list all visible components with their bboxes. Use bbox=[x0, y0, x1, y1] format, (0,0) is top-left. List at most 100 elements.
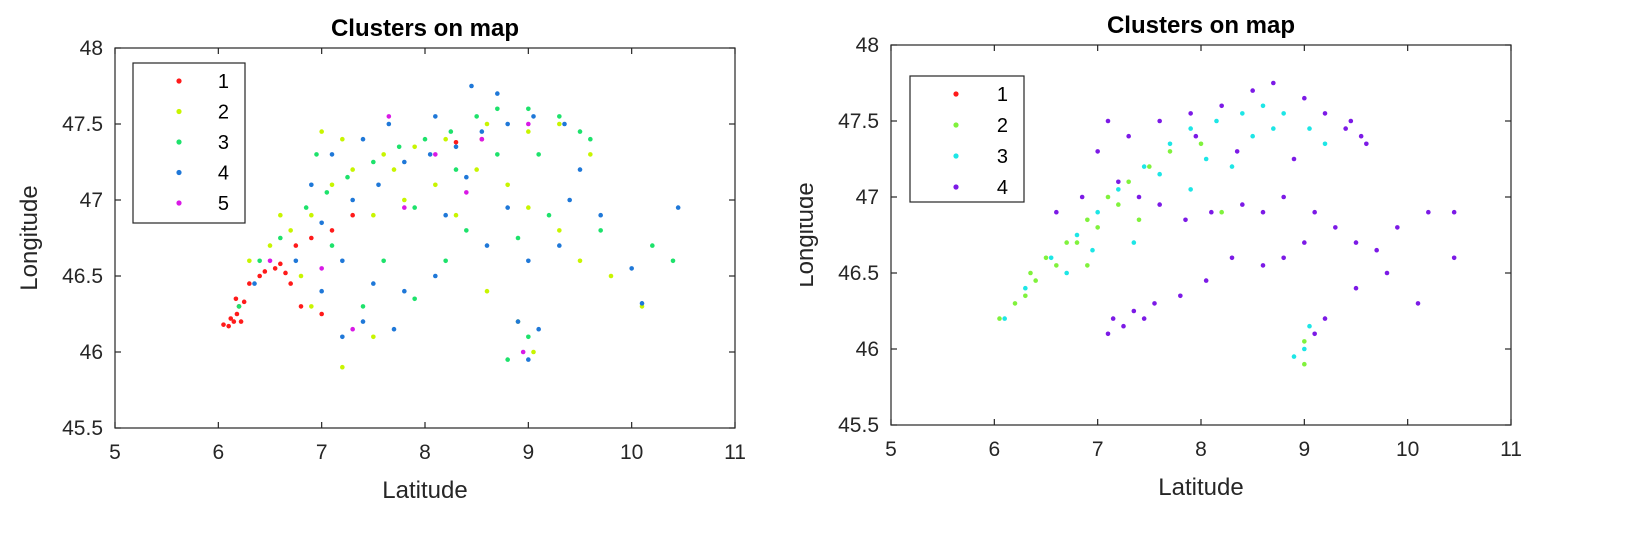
data-point bbox=[1302, 339, 1307, 344]
data-point bbox=[1260, 103, 1266, 109]
data-point bbox=[309, 235, 314, 241]
data-point bbox=[474, 114, 479, 119]
data-point bbox=[1116, 187, 1121, 192]
data-point bbox=[1219, 103, 1224, 109]
data-point bbox=[629, 266, 634, 271]
data-point bbox=[1302, 95, 1307, 101]
data-point bbox=[1188, 187, 1193, 192]
data-point bbox=[526, 258, 531, 264]
data-point bbox=[1203, 278, 1209, 283]
legend-marker-5 bbox=[176, 200, 182, 206]
legend-label-2: 2 bbox=[218, 102, 229, 124]
data-point bbox=[267, 258, 273, 264]
data-point bbox=[371, 281, 376, 286]
data-point bbox=[526, 357, 531, 362]
data-point bbox=[1074, 232, 1080, 238]
data-point bbox=[309, 304, 314, 309]
data-point bbox=[293, 258, 299, 264]
data-point bbox=[1141, 164, 1147, 169]
data-point bbox=[1105, 118, 1111, 124]
data-point bbox=[1348, 118, 1354, 124]
data-point bbox=[1152, 301, 1157, 306]
legend-marker-4 bbox=[953, 184, 959, 190]
data-point bbox=[526, 121, 531, 127]
x-tick-label: 6 bbox=[212, 441, 224, 464]
data-point bbox=[1302, 361, 1307, 367]
data-point bbox=[557, 228, 562, 233]
legend-marker-4 bbox=[176, 169, 182, 176]
data-point bbox=[309, 212, 314, 218]
data-point bbox=[238, 319, 244, 324]
data-point bbox=[1229, 255, 1235, 261]
data-point bbox=[1302, 240, 1307, 245]
data-point bbox=[376, 182, 381, 188]
data-point bbox=[1343, 126, 1348, 131]
legend-marker-2 bbox=[176, 108, 182, 115]
data-point bbox=[1126, 179, 1131, 185]
data-point bbox=[1312, 209, 1317, 215]
data-point bbox=[1188, 126, 1193, 131]
data-point bbox=[319, 311, 324, 317]
data-point bbox=[233, 296, 239, 302]
y-tick-label: 47 bbox=[856, 186, 879, 209]
data-point bbox=[283, 270, 288, 276]
data-point bbox=[520, 349, 526, 355]
data-point bbox=[448, 129, 454, 134]
data-point bbox=[412, 205, 417, 210]
x-tick-label: 9 bbox=[1298, 438, 1310, 461]
data-point bbox=[515, 235, 521, 241]
y-tick-label: 47.5 bbox=[62, 113, 103, 136]
data-point bbox=[1074, 240, 1080, 245]
legend-label-1: 1 bbox=[997, 84, 1008, 106]
data-point bbox=[1023, 285, 1028, 291]
data-point bbox=[1048, 255, 1054, 261]
data-point bbox=[1358, 133, 1364, 139]
data-point bbox=[1260, 209, 1266, 215]
data-point bbox=[303, 205, 309, 210]
data-point bbox=[319, 266, 324, 271]
data-point bbox=[443, 212, 448, 218]
data-point bbox=[1198, 141, 1204, 147]
data-point bbox=[1131, 240, 1137, 245]
data-point bbox=[557, 243, 562, 248]
data-point bbox=[670, 258, 676, 264]
data-point bbox=[598, 228, 603, 233]
data-point bbox=[505, 121, 510, 127]
data-point bbox=[469, 83, 474, 89]
data-point bbox=[278, 212, 283, 218]
y-tick-label: 46.5 bbox=[838, 262, 879, 285]
data-point bbox=[257, 258, 262, 264]
x-tick-label: 11 bbox=[724, 441, 746, 464]
data-point bbox=[598, 212, 603, 218]
data-point bbox=[360, 136, 366, 142]
data-point bbox=[350, 212, 355, 218]
data-point bbox=[1322, 141, 1328, 147]
data-point bbox=[1116, 202, 1121, 207]
scatter-chart-right: Clusters on map Latitude Longitude 5 6 7 8 9 10 1… bbox=[800, 12, 1522, 501]
data-point bbox=[526, 205, 531, 210]
data-point bbox=[1105, 194, 1111, 200]
data-point bbox=[381, 258, 386, 264]
data-point bbox=[402, 159, 407, 165]
chart-title: Clusters on map bbox=[1107, 12, 1295, 39]
data-point bbox=[288, 228, 293, 233]
data-point bbox=[340, 364, 345, 370]
legend-box bbox=[132, 62, 246, 224]
data-point bbox=[1193, 133, 1199, 139]
data-point bbox=[267, 243, 273, 248]
data-point bbox=[1250, 88, 1255, 93]
data-point bbox=[1121, 323, 1126, 329]
data-point bbox=[536, 326, 541, 332]
data-point bbox=[1157, 202, 1162, 207]
series-5-points bbox=[267, 114, 531, 355]
data-point bbox=[1105, 331, 1111, 337]
data-point bbox=[1451, 255, 1457, 261]
data-point bbox=[1095, 149, 1100, 154]
legend-label-4: 4 bbox=[997, 177, 1008, 199]
data-point bbox=[536, 152, 541, 157]
y-axis-label: Longitude bbox=[800, 182, 819, 287]
data-point bbox=[1147, 164, 1152, 169]
data-point bbox=[1157, 171, 1162, 177]
data-point bbox=[1302, 346, 1307, 352]
data-point bbox=[371, 334, 376, 340]
